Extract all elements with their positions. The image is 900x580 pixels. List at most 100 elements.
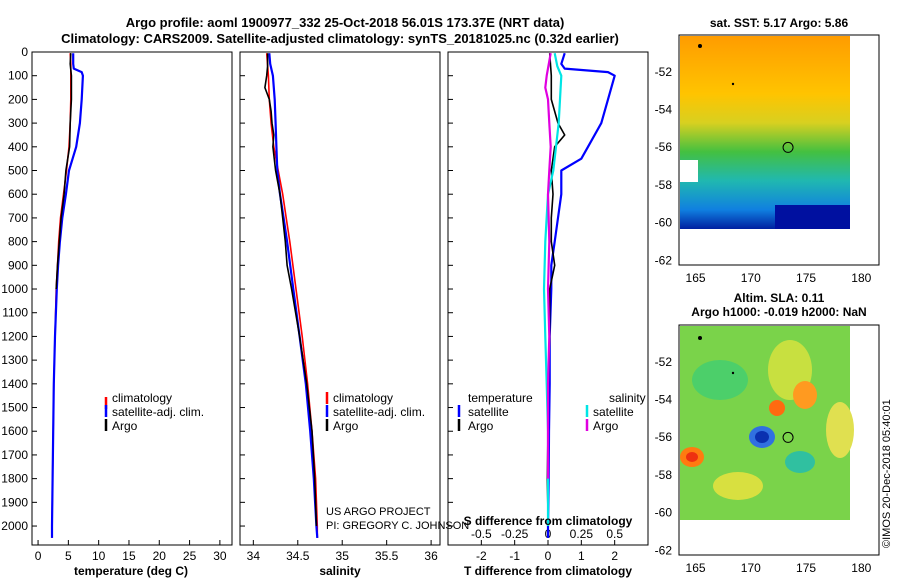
temperature-panel: 0100200300400500600700800900100011001200… [1,45,453,578]
xtick-35.5: 35.5 [375,549,399,563]
argo-position-marker [782,431,794,443]
depth-tick-700: 700 [8,211,28,225]
island-marker [698,336,702,340]
lat-tick--52: -52 [655,355,673,369]
sst-lon-tick-labels: 165 170 175 180 [686,271,872,285]
series-satellite-adj-clim- [50,53,85,538]
pi-credit: PI: GREGORY C. JOHNSON [326,520,469,532]
lon-tick-180: 180 [851,271,871,285]
lat-tick--52: -52 [655,65,673,79]
salinity-tick-labels: 34 34.5 35 35.5 36 [247,540,438,563]
sla-anomaly [755,431,769,443]
legend-satellite: satellite-adj. clim. [112,405,204,419]
xtick-35: 35 [336,549,350,563]
depth-tick-1700: 1700 [1,448,28,462]
series-satellite-adj-clim- [268,53,319,538]
depth-tick-labels: 0 100 200 300 400 500 600 700 800 900 1000 1100 1200… [1,45,453,533]
island-marker [731,82,735,86]
sla-anomaly [713,472,763,500]
xtick-34.5: 34.5 [286,549,310,563]
legend-argo: Argo [112,419,138,433]
depth-tick-0: 0 [21,45,28,59]
difference-lines [542,52,616,538]
sla-anomaly [686,452,698,462]
lon-tick-165: 165 [686,561,706,575]
xtick-30: 30 [213,549,227,563]
series-salinity-argo [544,53,552,479]
depth-tick-300: 300 [8,116,28,130]
xtick--1: -1 [509,549,520,563]
sla-map-title-1: Altim. SLA: 0.11 [734,291,825,305]
lat-tick--60: -60 [655,216,673,230]
sla-lon-tick-labels: 165 170 175 180 [686,561,872,575]
legend-argo: Argo [333,419,359,433]
lat-tick--56: -56 [655,430,673,444]
legend-s-argo: Argo [593,419,619,433]
salinity-axes-box [239,51,441,546]
depth-tick-800: 800 [8,235,28,249]
temperature-tick-labels: 0 5 10 15 20 25 30 [35,540,227,563]
series-salinity-satellite [542,52,563,526]
legend-s-satellite: satellite [593,405,634,419]
watermark: ©IMOS 20-Dec-2018 05:40:01 [881,399,893,548]
sla-field [680,326,850,520]
depth-tick-2000: 2000 [1,519,28,533]
lon-tick-165: 165 [686,271,706,285]
xtick-2: 2 [611,549,618,563]
depth-tick-900: 900 [8,258,28,272]
lat-tick--54: -54 [655,103,673,117]
depth-tick-600: 600 [8,187,28,201]
series-climatology [51,53,72,538]
depth-tick-1900: 1900 [1,495,28,509]
sst-field [680,36,850,229]
lon-tick-170: 170 [741,271,761,285]
xtick-36: 36 [424,549,438,563]
depth-tick-500: 500 [8,164,28,178]
xtick--2: -2 [476,549,487,563]
s-xtick-0.5: 0.5 [606,527,623,541]
lon-tick-175: 175 [796,271,816,285]
depth-tick-1300: 1300 [1,353,28,367]
lat-tick--54: -54 [655,393,673,407]
t-difference-xlabel: T difference from climatology [464,564,632,578]
temperature-lines [50,53,85,538]
sst-land-mask [680,160,698,182]
sla-anomaly [785,451,815,473]
lat-tick--58: -58 [655,178,673,192]
sla-anomaly [793,381,817,409]
legend-climatology: climatology [112,391,172,405]
depth-tick-1100: 1100 [2,306,28,320]
t-difference-tick-labels: -2 -1 0 1 2 [476,540,618,563]
sst-lat-tick-labels: -52 -54 -56 -58 -60 -62 [655,65,673,268]
lon-tick-180: 180 [851,561,871,575]
lat-tick--58: -58 [655,468,673,482]
depth-tick-1600: 1600 [1,424,28,438]
salinity-xlabel: salinity [319,564,361,578]
island-marker [731,371,735,375]
temperature-legend: climatology satellite-adj. clim. Argo [104,391,204,433]
sla-map: Altim. SLA: 0.11 Argo h1000: -0.019 h200… [655,291,880,575]
lon-tick-170: 170 [741,561,761,575]
legend-t-satellite: satellite [468,405,509,419]
island-marker [698,44,702,48]
depth-tick-200: 200 [8,92,28,106]
xtick-0: 0 [35,549,42,563]
sla-anomaly [692,360,748,400]
salinity-lines [264,53,319,538]
legend-satellite: satellite-adj. clim. [333,405,425,419]
xtick-25: 25 [183,549,197,563]
depth-tick-1200: 1200 [1,329,28,343]
difference-legend: temperature salinity satellite Argo sate… [457,391,646,433]
salinity-panel: 34 34.5 35 35.5 36 salinity climatology sate… [239,51,469,578]
depth-tick-1500: 1500 [1,401,28,415]
xtick-15: 15 [122,549,136,563]
lat-tick--60: -60 [655,506,673,520]
depth-tick-1800: 1800 [1,472,28,486]
sla-anomaly [769,400,785,416]
legend-title-temperature: temperature [468,391,533,405]
sst-map: sat. SST: 5.17 Argo: 5.86 165 170 175 180 -… [655,16,880,285]
s-xtick-0.25: 0.25 [570,527,594,541]
difference-panel: -2 -1 0 1 2 -0.5 -0.25 0 0.25 0.5 T difference f… [447,51,649,578]
sst-cold-patch [775,205,850,229]
